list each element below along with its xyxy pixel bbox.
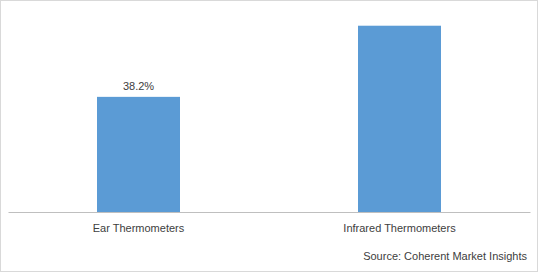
bar <box>358 26 441 212</box>
x-axis-line <box>9 212 531 213</box>
source-note: Source: Coherent Market Insights <box>363 250 527 262</box>
x-tick: Infrared Thermometers <box>343 212 456 234</box>
chart-frame <box>1 1 538 272</box>
x-tick-label: Ear Thermometers <box>93 222 185 234</box>
chart: Ear Thermometers Infrared Thermometers 38.… <box>0 0 538 272</box>
data-labels: 38.2% <box>123 80 154 92</box>
bar <box>97 97 180 212</box>
x-tick-label: Infrared Thermometers <box>343 222 456 234</box>
x-axis: Ear Thermometers Infrared Thermometers <box>9 212 531 234</box>
x-tick: Ear Thermometers <box>93 212 185 234</box>
data-label: 38.2% <box>123 80 154 92</box>
bars <box>97 26 441 212</box>
